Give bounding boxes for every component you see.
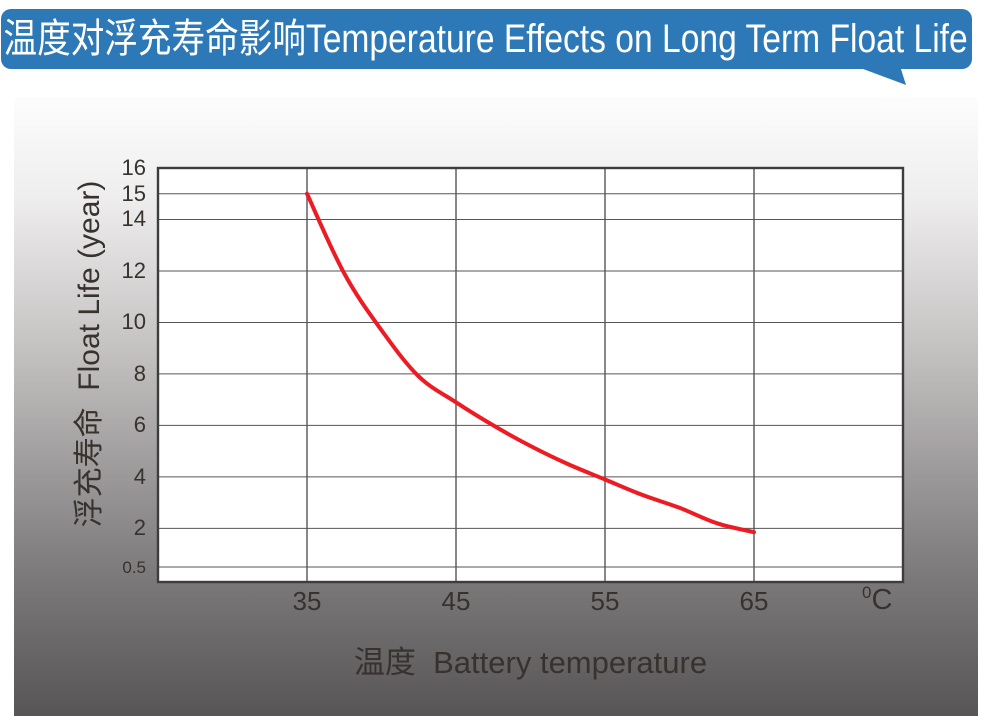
y-tick-label-10: 10 bbox=[121, 309, 146, 334]
y-tick-label-16: 16 bbox=[121, 155, 146, 180]
y-tick-label-6: 6 bbox=[133, 412, 146, 437]
x-tick-label-65: 65 bbox=[739, 586, 769, 616]
x-tick-label-45: 45 bbox=[441, 586, 471, 616]
y-tick-label-4: 4 bbox=[133, 464, 146, 489]
y-axis-title: 浮充寿命 Float Life (year) bbox=[73, 180, 106, 528]
x-axis-title: 温度 Battery temperature bbox=[353, 645, 708, 680]
y-tick-label-14: 14 bbox=[121, 206, 146, 231]
banner-tail-pointer-icon bbox=[855, 66, 906, 85]
unit-superscript: 0 bbox=[862, 583, 872, 602]
y-tick-label-2: 2 bbox=[133, 515, 146, 540]
title-banner: 温度对浮充寿命影响Temperature Effects on Long Ter… bbox=[1, 9, 972, 69]
x-axis-unit-label: 0C bbox=[862, 583, 893, 616]
plot-border bbox=[156, 166, 905, 584]
y-tick-label-0.5: 0.5 bbox=[122, 558, 146, 577]
x-tick-label-55: 55 bbox=[590, 586, 620, 616]
unit-base: C bbox=[871, 584, 893, 616]
plot-area bbox=[158, 168, 903, 582]
float-life-curve bbox=[305, 191, 756, 535]
y-tick-label-8: 8 bbox=[133, 361, 146, 386]
x-tick-label-35: 35 bbox=[292, 586, 322, 616]
y-tick-label-12: 12 bbox=[121, 258, 146, 283]
y-tick-label-15: 15 bbox=[121, 181, 146, 206]
page-title: 温度对浮充寿命影响Temperature Effects on Long Ter… bbox=[3, 17, 968, 61]
